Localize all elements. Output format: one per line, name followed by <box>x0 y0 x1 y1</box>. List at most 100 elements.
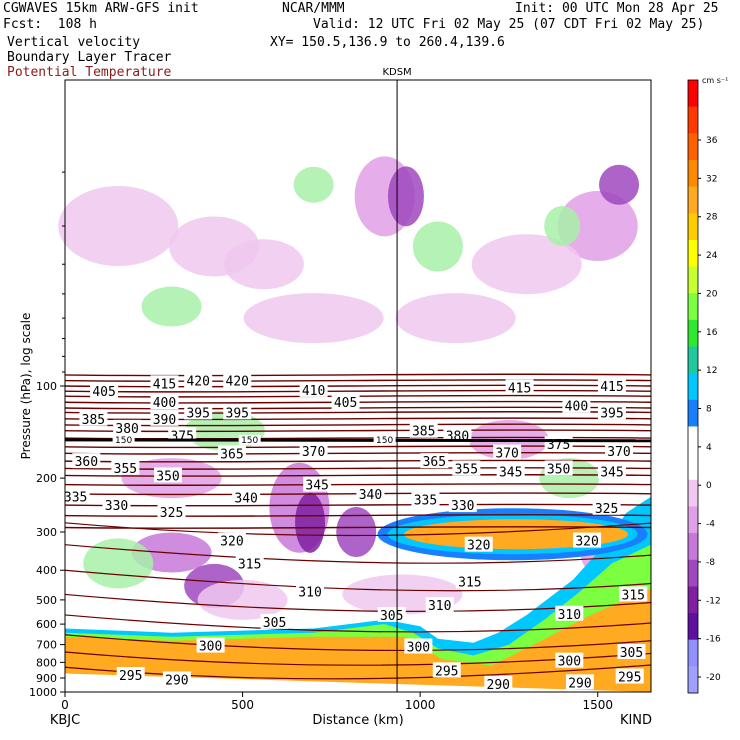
theta-label-bg <box>617 643 646 659</box>
theta-label-bg <box>150 410 179 426</box>
theta-label: 335 <box>64 491 87 506</box>
theta-line <box>64 429 652 433</box>
colorbar-swatch <box>688 586 698 614</box>
tracer-label-bg <box>112 434 135 445</box>
theta-label-bg <box>299 442 328 458</box>
theta-label-bg <box>597 463 626 479</box>
field-vertical-velocity: Vertical velocity <box>7 35 141 50</box>
colorbar-swatch <box>688 399 698 427</box>
colorbar-label: 28 <box>706 213 718 223</box>
colorbar-label: 12 <box>706 366 717 376</box>
theta-label-bg <box>409 422 438 438</box>
theta-label: 390 <box>153 413 176 428</box>
theta-label: 405 <box>334 396 357 411</box>
colorbar-swatch <box>688 453 698 481</box>
theta-label-bg <box>184 372 213 388</box>
theta-label: 395 <box>600 406 623 421</box>
title-left: CGWAVES 15km ARW-GFS init <box>3 1 199 16</box>
colorbar-swatch <box>688 639 698 667</box>
theta-label-bg <box>223 404 252 420</box>
theta-label: 350 <box>547 462 570 477</box>
theta-label: 290 <box>165 673 188 688</box>
x-tick-label: 1000 <box>405 698 436 712</box>
theta-label-bg <box>493 444 522 460</box>
theta-contours: 415 420 420 410 415 415 405 400 405 400 390 395 395 3… <box>61 372 652 693</box>
w-blob <box>243 293 384 344</box>
w-blob <box>471 234 582 295</box>
w-blob <box>557 190 638 261</box>
theta-label-bg <box>72 453 101 469</box>
w-blob <box>395 293 516 344</box>
w-blob <box>295 492 326 553</box>
theta-line <box>64 384 652 388</box>
theta-label: 345 <box>305 479 328 494</box>
theta-label-bg <box>223 372 252 388</box>
theta-label: 355 <box>114 462 137 477</box>
theta-label-bg <box>455 573 484 589</box>
x-endpoint-left: KBJC <box>50 713 80 728</box>
colorbar-label: -8 <box>706 558 715 568</box>
colorbar-swatch <box>688 319 698 348</box>
theta-label: 310 <box>428 599 451 614</box>
theta-line <box>64 522 652 537</box>
theta-label: 315 <box>622 588 645 603</box>
tracer-line <box>64 438 652 443</box>
forecast-hour: Fcst: 108 h <box>3 17 97 32</box>
field-tracer: Boundary Layer Tracer <box>7 50 172 65</box>
colorbar-swatch <box>688 213 698 241</box>
theta-label: 365 <box>220 447 243 462</box>
theta-label-bg <box>377 606 406 622</box>
theta-label-bg <box>592 499 621 515</box>
w-blob <box>412 221 463 272</box>
y-tick-label: 400 <box>36 564 57 577</box>
theta-label: 420 <box>226 375 249 390</box>
colorbar-swatch <box>688 293 698 321</box>
theta-label-bg <box>615 668 644 684</box>
theta-line <box>64 483 652 487</box>
theta-label-bg <box>452 460 481 476</box>
theta-label: 415 <box>508 381 531 396</box>
theta-label: 385 <box>412 425 435 440</box>
colorbar-swatch <box>688 559 698 587</box>
colorbar-label: 8 <box>706 405 712 415</box>
theta-label: 305 <box>380 609 403 624</box>
theta-label-bg <box>196 637 225 653</box>
theta-label: 325 <box>595 502 618 517</box>
colorbar-swatch <box>688 346 698 374</box>
theta-label: 355 <box>455 462 478 477</box>
theta-label-bg <box>111 459 140 475</box>
colorbar-label: -20 <box>706 673 721 683</box>
cross-section-xy: XY= 150.5,136.9 to 260.4,139.6 <box>270 35 505 50</box>
x-endpoint-right: KIND <box>620 713 652 728</box>
y-tick-label: 100 <box>36 380 57 393</box>
theta-label-bg <box>235 555 264 571</box>
theta-label: 380 <box>446 429 469 444</box>
theta-line <box>64 459 652 463</box>
colorbar-swatch <box>688 533 698 561</box>
theta-label: 385 <box>82 413 105 428</box>
theta-label: 325 <box>160 506 183 521</box>
w-blob <box>58 185 179 266</box>
colorbar: 36 32 28 24 20 16 12 8 4 0 -4 -8 -12 -16 -20 cm s⁻¹ <box>687 76 728 694</box>
tracer-label: 150 <box>115 436 132 446</box>
w-blob <box>293 166 334 203</box>
colorbar-swatch <box>688 80 698 108</box>
theta-label: 345 <box>499 465 522 480</box>
theta-label: 370 <box>607 445 630 460</box>
colorbar-label: 0 <box>706 481 712 491</box>
theta-label-bg <box>411 491 440 507</box>
theta-line <box>64 514 652 517</box>
theta-line <box>64 569 652 592</box>
theta-label: 370 <box>495 447 518 462</box>
theta-line <box>64 379 652 383</box>
station-label: KDSM <box>382 67 411 78</box>
theta-label: 395 <box>186 406 209 421</box>
theta-label-bg <box>102 497 131 513</box>
theta-label: 400 <box>153 396 176 411</box>
title-center: NCAR/MMM <box>282 1 345 16</box>
theta-label: 305 <box>263 616 286 631</box>
colorbar-swatch <box>688 133 698 161</box>
colorbar-label: 24 <box>706 251 718 261</box>
colorbar-swatch <box>688 239 698 268</box>
